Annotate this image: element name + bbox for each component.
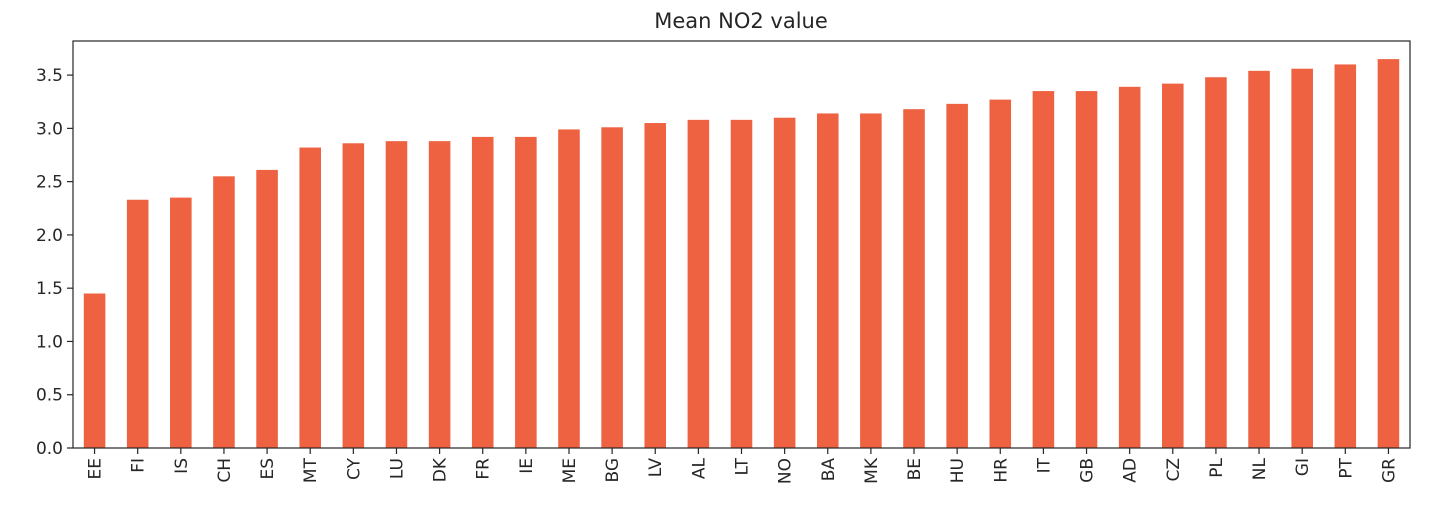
- bar-cz: [1162, 83, 1184, 449]
- x-tick-label: LV: [646, 458, 666, 478]
- y-tick-label: 0.0: [36, 439, 63, 459]
- bar-bg: [601, 127, 623, 449]
- y-tick-label: 2.0: [36, 226, 63, 246]
- x-tick-label: FI: [129, 458, 149, 473]
- bar-lv: [644, 123, 667, 448]
- bar-be: [903, 109, 925, 448]
- bar-pt: [1334, 64, 1357, 448]
- bar-pl: [1205, 77, 1227, 448]
- bar-es: [256, 169, 278, 449]
- x-tick-label: CZ: [1164, 458, 1184, 482]
- y-tick-label: 0.5: [36, 386, 63, 406]
- x-tick-label: FR: [474, 458, 494, 480]
- x-tick-label: BE: [905, 458, 925, 480]
- y-tick-label: 1.5: [36, 279, 63, 299]
- bar-is: [170, 197, 192, 448]
- plot-area: 0.0 0.5 1.0 1.5 2.0 2.5 3.0 3.5 EE FI IS CH ES MT CY LU…: [36, 40, 1411, 484]
- bar-gr: [1377, 59, 1400, 449]
- x-tick-label: HR: [991, 458, 1011, 483]
- bar-fi: [126, 199, 149, 448]
- y-tick-label: 1.0: [36, 332, 63, 352]
- x-tick-label: BA: [819, 458, 839, 482]
- y-tick-label: 2.5: [36, 173, 63, 193]
- bar-dk: [428, 141, 451, 448]
- y-tick-label: 3.0: [36, 119, 63, 139]
- chart-title: Mean NO2 value: [654, 9, 828, 33]
- bar-ba: [816, 113, 839, 448]
- x-tick-label: CY: [344, 457, 364, 480]
- x-tick-label: LT: [733, 457, 753, 475]
- x-tick-label: GI: [1293, 458, 1313, 476]
- bar-hr: [989, 99, 1012, 448]
- x-tick-label: PT: [1336, 457, 1356, 478]
- x-tick-label: IE: [517, 458, 537, 474]
- x-tick-label: MK: [862, 457, 882, 484]
- x-tick-label: NL: [1250, 457, 1270, 480]
- x-tick-label: ME: [560, 458, 580, 483]
- bar-fr: [471, 136, 494, 448]
- bar-mt: [299, 147, 321, 449]
- bar-nl: [1248, 70, 1270, 448]
- x-tick-label: IS: [172, 458, 192, 474]
- bar-hu: [946, 103, 968, 449]
- bar-gi: [1291, 68, 1313, 448]
- bar-mk: [860, 113, 882, 448]
- x-tick-label: MT: [301, 457, 321, 483]
- x-tick-label: GR: [1379, 458, 1399, 483]
- bar-ie: [515, 136, 537, 448]
- x-tick-label: LU: [387, 458, 407, 479]
- bar-ad: [1118, 86, 1141, 448]
- bar-lt: [730, 119, 753, 448]
- bar-lu: [385, 141, 408, 448]
- x-tick-label: GB: [1078, 458, 1098, 483]
- x-tick-label: AD: [1121, 458, 1141, 483]
- y-tick-label: 3.5: [36, 66, 63, 86]
- x-tick-label: ES: [258, 458, 278, 480]
- x-tick-label: EE: [86, 458, 106, 479]
- bar-no: [773, 117, 796, 449]
- bar-ee: [83, 293, 106, 448]
- bar-al: [687, 119, 710, 448]
- x-tick-label: BG: [603, 458, 623, 483]
- bar-ch: [213, 176, 235, 448]
- x-tick-label: NO: [776, 458, 796, 484]
- x-tick-label: AL: [689, 457, 709, 479]
- bar-cy: [342, 143, 365, 448]
- bar-it: [1032, 91, 1055, 448]
- bar-gb: [1075, 91, 1098, 448]
- x-tick-label: CH: [215, 458, 235, 483]
- x-tick-label: PL: [1207, 457, 1227, 477]
- x-tick-label: HU: [948, 458, 968, 483]
- x-tick-label: DK: [431, 457, 451, 482]
- bar-me: [558, 129, 580, 448]
- x-tick-label: IT: [1034, 457, 1054, 473]
